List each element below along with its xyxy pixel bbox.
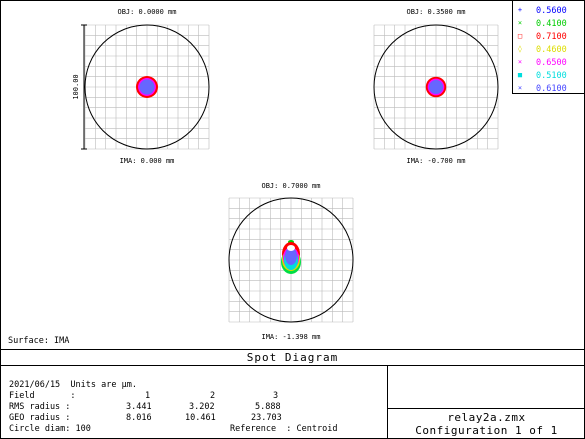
legend-marker-icon: □: [518, 32, 522, 40]
legend-marker-icon: ×: [518, 84, 522, 92]
legend-wavelength: 0.4600: [536, 45, 567, 55]
scale-bar: 100.00: [72, 24, 87, 150]
legend-wavelength: 0.6500: [536, 58, 567, 68]
field-value-2: 2: [210, 391, 216, 401]
legend-wavelength: 0.7100: [536, 32, 567, 42]
legend-wavelength: 0.4100: [536, 19, 567, 29]
rms-value-1: 3.441: [126, 402, 152, 412]
obj-label: OBJ: 0.7000 mm: [261, 182, 320, 190]
spot-panel-2: OBJ: 0.3500 mm IMA: -0.700 mm: [373, 8, 499, 165]
legend-marker-icon: ■: [518, 71, 523, 79]
field-value-3: 3: [273, 391, 279, 401]
spot-panel-3: OBJ: 0.7000 mm IMA: -1.398 mm: [228, 182, 354, 341]
scale-bar-label: 100.00: [72, 74, 80, 99]
configuration-label: Configuration 1 of 1: [415, 424, 558, 437]
spot-blue: [285, 247, 297, 265]
spot-blue: [428, 79, 444, 95]
legend-wavelength: 0.5600: [536, 6, 567, 16]
info-circle-label: Circle diam: 100: [9, 424, 91, 434]
circle-diameter: [84, 24, 210, 150]
info-geo-label: GEO radius :: [9, 413, 71, 423]
ima-label: IMA: -1.398 mm: [261, 333, 320, 341]
info-field-label: Field :: [9, 391, 76, 401]
page-title: Spot Diagram: [246, 351, 339, 364]
legend-marker-icon: ×: [518, 19, 522, 27]
legend-box: [512, 0, 585, 94]
info-date-line: 2021/06/15 Units are µm.: [9, 380, 137, 390]
rms-value-2: 3.202: [189, 402, 215, 412]
geo-value-1: 8.016: [126, 413, 152, 423]
ima-label: IMA: 0.000 mm: [120, 157, 175, 165]
spot-panel-1: OBJ: 0.0000 mm IMA: 0.000 mm: [84, 8, 210, 165]
ima-label: IMA: -0.700 mm: [406, 157, 465, 165]
file-name: relay2a.zmx: [447, 411, 526, 424]
circle-diameter: [228, 197, 354, 323]
spot-blue: [139, 79, 155, 95]
field-value-1: 1: [145, 391, 151, 401]
legend-wavelength: 0.6100: [536, 84, 567, 94]
circle-diameter: [373, 24, 499, 150]
rms-value-3: 5.888: [255, 402, 281, 412]
info-reference: Reference : Centroid: [230, 424, 338, 434]
legend-marker-icon: +: [518, 6, 522, 14]
obj-label: OBJ: 0.0000 mm: [117, 8, 176, 16]
geo-value-2: 10.461: [185, 413, 216, 423]
legend-marker-icon: ×: [518, 58, 522, 66]
legend-marker-icon: ◊: [518, 45, 522, 53]
surface-label: Surface: IMA: [8, 336, 70, 346]
obj-label: OBJ: 0.3500 mm: [406, 8, 465, 16]
geo-value-3: 23.703: [251, 413, 282, 423]
info-rms-label: RMS radius :: [9, 402, 71, 412]
spot-core: [287, 245, 295, 251]
legend-wavelength: 0.5100: [536, 71, 567, 81]
